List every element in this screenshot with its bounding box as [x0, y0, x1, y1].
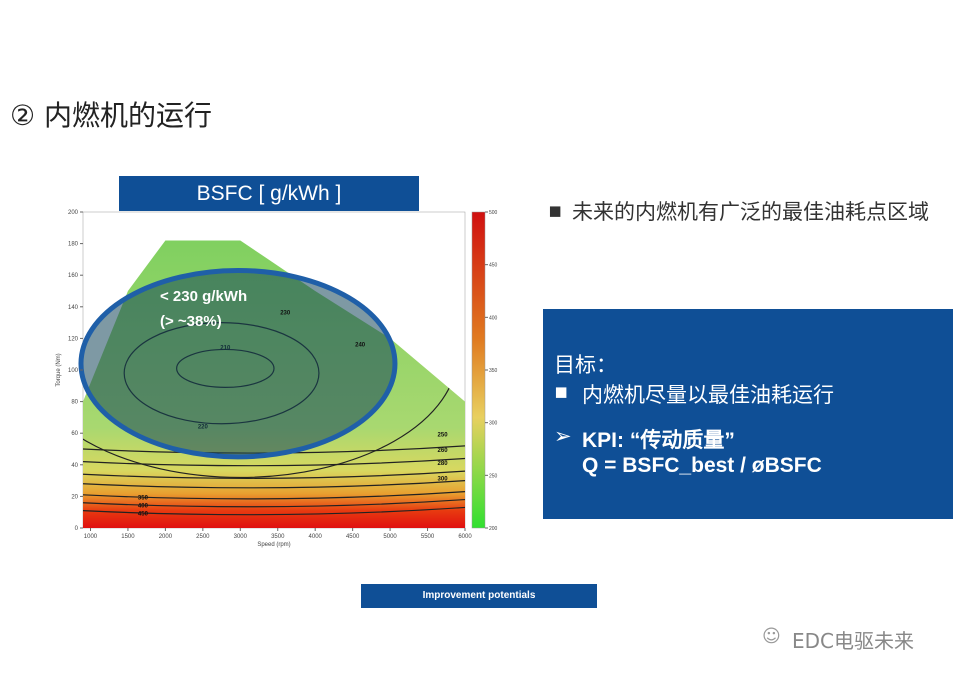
- contour-line: [83, 491, 465, 500]
- y-tick-label: 120: [68, 336, 79, 342]
- colorbar-tick-label: 250: [489, 473, 498, 479]
- arrow-mark: ➢: [554, 424, 572, 448]
- contour-label: 240: [355, 342, 366, 348]
- y-tick-label: 200: [68, 210, 79, 216]
- contour-line: [83, 470, 465, 479]
- y-tick-label: 100: [68, 368, 79, 374]
- contour-label: 280: [438, 461, 449, 467]
- kpi-heading: 目标：: [554, 353, 617, 377]
- kpi-bullet: 内燃机尽量以最佳油耗运行: [582, 383, 834, 407]
- formula: Q = BSFC_best / øBSFC: [582, 454, 822, 477]
- bullet-mark: ▪: [548, 198, 563, 222]
- x-tick-label: 2500: [196, 534, 210, 540]
- colorbar: [471, 211, 486, 529]
- x-tick-label: 5000: [383, 534, 397, 540]
- bullet-mark: ▪: [554, 379, 569, 403]
- x-tick-label: 3500: [271, 534, 285, 540]
- bullet: 未来的内燃机有广泛的最佳油耗点区域: [572, 200, 929, 224]
- colorbar-tick-label: 200: [489, 526, 498, 532]
- y-tick-label: 140: [68, 305, 79, 311]
- x-axis-label: Speed (rpm): [257, 542, 290, 548]
- contour-line: [83, 480, 465, 489]
- wechat-icon: ☺: [762, 626, 781, 647]
- kpi: KPI: “传动质量”: [582, 429, 735, 452]
- x-tick-label: 4500: [346, 534, 360, 540]
- contour-label: 400: [138, 503, 149, 509]
- contour-label: 450: [138, 511, 149, 517]
- watermark: EDC电驱未来: [792, 629, 915, 653]
- y-tick-label: 60: [71, 431, 78, 437]
- footer-button: Improvement potentials: [361, 584, 597, 608]
- optimum-region: [78, 267, 398, 460]
- y-tick-label: 80: [71, 400, 78, 406]
- colorbar-tick-label: 450: [489, 263, 498, 269]
- annotation: (> ~38%): [160, 313, 222, 330]
- contour-label: 230: [280, 311, 291, 317]
- contour-label: 260: [438, 448, 449, 454]
- x-tick-label: 4000: [309, 534, 323, 540]
- x-tick-label: 1000: [84, 534, 98, 540]
- y-tick-label: 20: [71, 494, 78, 500]
- y-tick-label: 0: [75, 526, 79, 532]
- slide-title: ② 内燃机的运行: [10, 99, 213, 132]
- contour-line: [83, 506, 465, 516]
- colorbar-tick-label: 350: [489, 368, 498, 374]
- contour-label: 250: [438, 432, 449, 438]
- y-axis-label: Torque (Nm): [56, 353, 62, 386]
- x-tick-label: 1500: [121, 534, 135, 540]
- y-tick-label: 180: [68, 242, 79, 248]
- x-tick-label: 6000: [458, 534, 472, 540]
- contour-label: 300: [438, 477, 449, 483]
- annotation: < 230 g/kWh: [160, 288, 247, 305]
- contour-label: 350: [138, 496, 149, 502]
- x-tick-label: 5500: [421, 534, 435, 540]
- colorbar-tick-label: 500: [489, 210, 498, 216]
- contour-line: [83, 498, 465, 508]
- colorbar-tick-label: 400: [489, 315, 498, 321]
- contour-line: [83, 457, 465, 467]
- x-tick-label: 2000: [159, 534, 173, 540]
- chart-title: BSFC [ g/kWh ]: [119, 176, 419, 211]
- kpi-box: 目标： ▪ 内燃机尽量以最佳油耗运行 ➢ KPI: “传动质量” Q = BSF…: [543, 309, 953, 519]
- colorbar-tick-label: 300: [489, 421, 498, 427]
- y-tick-label: 160: [68, 273, 79, 279]
- x-tick-label: 3000: [234, 534, 248, 540]
- y-tick-label: 40: [71, 463, 78, 469]
